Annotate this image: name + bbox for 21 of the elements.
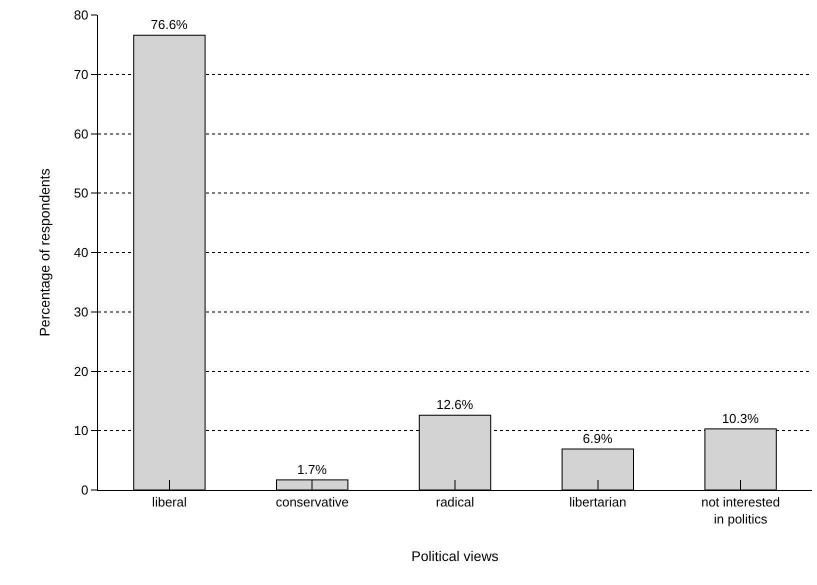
y-tick-label: 20 [74, 364, 88, 379]
x-tick-label: libertarian [569, 494, 626, 510]
y-tick-label: 10 [74, 423, 88, 438]
y-tick-label: 30 [74, 304, 88, 320]
y-axis-title: Percentage of respondents [36, 168, 53, 337]
y-tick-label: 50 [74, 186, 88, 201]
x-tick-label: conservative [276, 494, 349, 510]
data-label: 1.7% [297, 462, 328, 477]
y-tick-label: 80 [74, 8, 88, 23]
y-tick-label: 60 [74, 126, 88, 142]
data-label: 10.3% [722, 410, 760, 426]
y-tick-label: 0 [81, 482, 88, 498]
data-label: 12.6% [436, 397, 474, 412]
data-label: 76.6% [150, 17, 188, 32]
x-tick-label: liberal [152, 494, 187, 510]
y-tick-label: 40 [74, 245, 88, 260]
x-tick-label: radical [436, 494, 474, 510]
x-tick-label: not interested in politics [701, 494, 780, 526]
x-axis-title: Political views [411, 548, 499, 564]
y-tick-label: 70 [74, 66, 88, 82]
data-label: 6.9% [582, 431, 613, 446]
